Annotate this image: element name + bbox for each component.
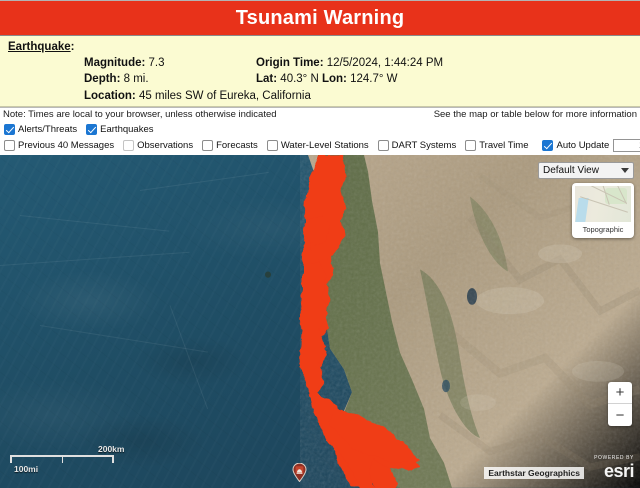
magnitude-label: Magnitude: (84, 57, 146, 69)
layer-label-water-level-stations: Water-Level Stations (280, 140, 369, 152)
basemap-label: Topographic (582, 225, 624, 235)
layer-label-forecasts: Forecasts (216, 140, 258, 152)
layer-toggle-earthquakes[interactable]: Earthquakes (86, 124, 154, 136)
note-row: Note: Times are local to your browser, u… (0, 107, 640, 122)
lat-value: 40.3° N (280, 73, 319, 86)
origin-time-value: 12/5/2024, 1:44:24 PM (326, 57, 444, 69)
auto-update-control: Auto Update min (541, 139, 640, 153)
map-canvas (0, 155, 640, 488)
esri-logo: POWERED BY esri (594, 455, 635, 481)
depth-field: Depth: 8 mi. (84, 72, 256, 86)
layer-row-primary: Alerts/Threats Earthquakes (4, 122, 636, 137)
note-left-text: Note: Times are local to your browser, u… (3, 109, 277, 121)
layer-toggle-alerts-threats[interactable]: Alerts/Threats (4, 124, 78, 136)
magnitude-field: Magnitude: 7.3 (84, 56, 256, 70)
lon-label: Lon: (321, 73, 347, 86)
latlon-field: Lat: 40.3° N Lon: 124.7° W (256, 72, 634, 86)
map-view-selector[interactable]: Default View (538, 162, 634, 180)
depth-value: 8 mi. (123, 73, 149, 86)
checkbox-icon-observations[interactable] (123, 140, 135, 152)
tsunami-alert-zone (300, 155, 420, 488)
checkbox-icon-previous-messages[interactable] (4, 140, 15, 152)
scale-km-label: 200km (98, 444, 125, 454)
layer-label-travel-time: Travel Time (479, 140, 529, 152)
thumb-water-feature (575, 198, 589, 223)
origin-time-field: Origin Time: 12/5/2024, 1:44:24 PM (256, 56, 634, 70)
earthquake-info-panel: Earthquake: Magnitude: 7.3 Origin Time: … (0, 36, 640, 108)
earthquake-heading: Earthquake: (8, 41, 634, 53)
checkbox-icon-auto-update[interactable] (541, 140, 553, 152)
layer-toggle-previous-messages[interactable]: Previous 40 Messages (4, 140, 115, 152)
map-attribution: Earthstar Geographics (484, 467, 584, 479)
checkbox-icon-alerts-threats[interactable] (4, 124, 15, 136)
basemap-thumbnail (575, 186, 631, 223)
depth-label: Depth: (84, 73, 121, 86)
layer-toggle-water-level-stations[interactable]: Water-Level Stations (266, 140, 369, 152)
layer-toggle-observations[interactable]: Observations (123, 140, 194, 152)
map-scale-bar: 200km 100mi (10, 444, 125, 474)
earthquake-details-grid: Magnitude: 7.3 Origin Time: 12/5/2024, 1… (84, 56, 634, 103)
note-right-text: See the map or table below for more info… (433, 109, 637, 121)
layer-toggle-forecasts[interactable]: Forecasts (202, 140, 258, 152)
layer-label-observations: Observations (137, 140, 194, 152)
lon-value: 124.7° W (350, 73, 398, 86)
layer-label-earthquakes: Earthquakes (100, 124, 154, 136)
map-viewport[interactable]: Default View Topographic + − 200km 100mi (0, 155, 640, 488)
location-value: 45 miles SW of Eureka, California (138, 89, 311, 102)
chevron-down-icon (621, 168, 629, 174)
checkbox-icon-earthquakes[interactable] (86, 124, 98, 136)
zoom-controls: + − (608, 382, 632, 426)
banner-title: Tsunami Warning (235, 7, 405, 29)
layer-label-alerts-threats: Alerts/Threats (18, 124, 78, 136)
esri-wordmark: esri (603, 461, 635, 481)
location-label: Location: (84, 89, 136, 102)
layer-label-previous-messages: Previous 40 Messages (18, 140, 115, 152)
magnitude-value: 7.3 (148, 57, 165, 69)
checkbox-icon-dart-systems[interactable] (377, 140, 389, 152)
esri-powered-by-text: POWERED BY (594, 455, 634, 461)
auto-update-label: Auto Update (556, 140, 610, 152)
layer-toggle-dart-systems[interactable]: DART Systems (377, 140, 457, 152)
checkbox-icon-forecasts[interactable] (202, 140, 214, 152)
layer-label-dart-systems: DART Systems (391, 140, 457, 152)
earthquake-heading-text: Earthquake (8, 41, 71, 53)
earthquake-heading-colon: : (70, 41, 75, 53)
zoom-out-button[interactable]: − (615, 406, 625, 424)
scale-mi-label: 100mi (14, 464, 39, 474)
layer-toggle-travel-time[interactable]: Travel Time (465, 140, 529, 152)
lat-label: Lat: (256, 73, 278, 86)
location-field: Location: 45 miles SW of Eureka, Califor… (84, 89, 634, 103)
origin-time-label: Origin Time: (256, 57, 324, 69)
terrain-and-alert-layer (265, 155, 640, 488)
auto-update-interval-input[interactable] (613, 139, 640, 153)
tsunami-warning-banner: Tsunami Warning (0, 0, 640, 36)
earthquake-epicenter-marker-icon[interactable] (292, 463, 307, 483)
map-view-selected-label: Default View (543, 165, 599, 177)
zoom-in-button[interactable]: + (608, 382, 632, 404)
map-layer-toolbar: Alerts/Threats Earthquakes Previous 40 M… (0, 121, 640, 156)
checkbox-icon-water-level-stations[interactable] (266, 140, 278, 152)
scale-bar-graphic (10, 455, 114, 463)
basemap-toggle-widget[interactable]: Topographic (572, 183, 634, 239)
layer-row-secondary: Previous 40 Messages Observations Foreca… (4, 138, 640, 153)
checkbox-icon-travel-time[interactable] (465, 140, 477, 152)
